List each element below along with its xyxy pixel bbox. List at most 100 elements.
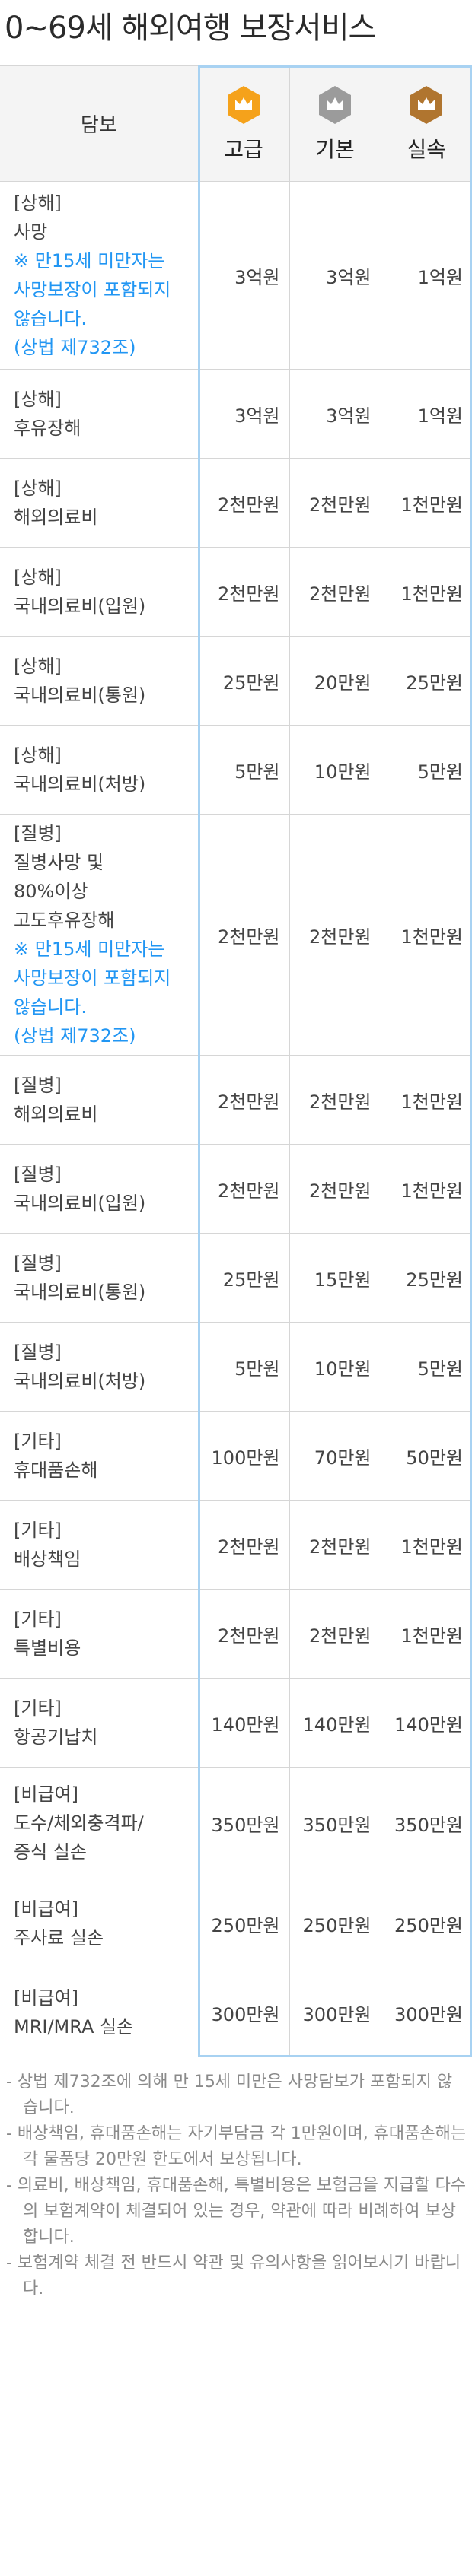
coverage-label-cell: [질병] 국내의료비(처방) bbox=[0, 1322, 198, 1412]
coverage-label-cell: [기타] 휴대품손해 bbox=[0, 1411, 198, 1501]
coverage-category: [비급여] bbox=[14, 1898, 78, 1920]
coverage-label-cell: [비급여] 도수/체외충격파/증식 실손 bbox=[0, 1767, 198, 1879]
coverage-category: [질병] bbox=[14, 823, 62, 844]
coverage-label-cell: [질병] 질병사망 및 80%이상 고도후유장해 ※ 만15세 미만자는 사망보장이 포함… bbox=[0, 814, 198, 1056]
coverage-amount-cell: 5만원 bbox=[380, 725, 472, 815]
table-row: [기타] 휴대품손해 100만원 70만원 50만원 bbox=[0, 1411, 472, 1501]
footnote-item: - 배상책임, 휴대품손해는 자기부담금 각 1만원이며, 휴대품손해는 각 물… bbox=[6, 2124, 467, 2169]
coverage-table-container: 담보 고급 기본 bbox=[0, 65, 472, 2057]
coverage-name: 국내의료비(통원) bbox=[14, 1282, 146, 1303]
table-row: [질병] 국내의료비(통원) 25만원 15만원 25만원 bbox=[0, 1233, 472, 1323]
coverage-label-cell: [질병] 해외의료비 bbox=[0, 1055, 198, 1145]
coverage-label-cell: [비급여] MRI/MRA 실손 bbox=[0, 1968, 198, 2057]
coverage-category: [기타] bbox=[14, 1520, 62, 1541]
table-row: [상해] 국내의료비(통원) 25만원 20만원 25만원 bbox=[0, 636, 472, 726]
coverage-name: 국내의료비(입원) bbox=[14, 596, 146, 617]
coverage-amount-cell: 1천만원 bbox=[380, 1055, 472, 1145]
coverage-amount-cell: 2천만원 bbox=[197, 1144, 289, 1234]
coverage-category: [상해] bbox=[14, 656, 62, 677]
coverage-amount-cell: 3억원 bbox=[197, 181, 289, 370]
coverage-name: MRI/MRA 실손 bbox=[14, 2016, 134, 2038]
plan-header-premium: 고급 bbox=[197, 65, 289, 182]
coverage-amount-cell: 1천만원 bbox=[380, 814, 472, 1056]
coverage-category: [비급여] bbox=[14, 1987, 78, 2009]
coverage-label-cell: [기타] 항공기납치 bbox=[0, 1678, 198, 1768]
table-row: [질병] 국내의료비(입원) 2천만원 2천만원 1천만원 bbox=[0, 1144, 472, 1234]
footnotes: - 상법 제732조에 의해 만 15세 미만은 사망담보가 포함되지 않습니다… bbox=[6, 2069, 467, 2302]
coverage-name: 국내의료비(입원) bbox=[14, 1193, 146, 1214]
coverage-category: [질병] bbox=[14, 1164, 62, 1185]
coverage-label-cell: [상해] 해외의료비 bbox=[0, 458, 198, 548]
coverage-amount-cell: 15만원 bbox=[289, 1233, 381, 1323]
table-row: [기타] 배상책임 2천만원 2천만원 1천만원 bbox=[0, 1500, 472, 1590]
coverage-amount-cell: 1천만원 bbox=[380, 1500, 472, 1590]
coverage-name: 주사료 실손 bbox=[14, 1927, 104, 1949]
coverage-amount-cell: 70만원 bbox=[289, 1411, 381, 1501]
coverage-amount-cell: 2천만원 bbox=[197, 1589, 289, 1679]
coverage-name: 후유장해 bbox=[14, 418, 81, 439]
coverage-category: [질병] bbox=[14, 1075, 62, 1096]
coverage-label-cell: [상해] 국내의료비(입원) bbox=[0, 547, 198, 637]
table-row: [질병] 질병사망 및 80%이상 고도후유장해 ※ 만15세 미만자는 사망보장이 포함… bbox=[0, 814, 472, 1056]
coverage-name: 해외의료비 bbox=[14, 507, 98, 528]
coverage-amount-cell: 2천만원 bbox=[289, 814, 381, 1056]
plan-name: 실속 bbox=[407, 136, 447, 162]
coverage-name: 휴대품손해 bbox=[14, 1460, 98, 1481]
coverage-name: 질병사망 및 bbox=[14, 852, 104, 873]
coverage-label-cell: [기타] 특별비용 bbox=[0, 1589, 198, 1679]
table-row: [비급여] MRI/MRA 실손 300만원 300만원 300만원 bbox=[0, 1968, 472, 2057]
coverage-column-header: 담보 bbox=[0, 65, 198, 182]
coverage-label-cell: [기타] 배상책임 bbox=[0, 1500, 198, 1590]
table-row: [상해] 사망 ※ 만15세 미만자는 사망보장이 포함되지 않습니다. (상법 제732… bbox=[0, 181, 472, 370]
coverage-amount-cell: 1억원 bbox=[380, 181, 472, 370]
table-row: [상해] 국내의료비(처방) 5만원 10만원 5만원 bbox=[0, 725, 472, 815]
coverage-category: [상해] bbox=[14, 389, 62, 410]
table-row: [기타] 특별비용 2천만원 2천만원 1천만원 bbox=[0, 1589, 472, 1679]
coverage-amount-cell: 3억원 bbox=[289, 181, 381, 370]
crown-icon bbox=[410, 85, 443, 124]
coverage-name: 해외의료비 bbox=[14, 1104, 98, 1125]
coverage-amount-cell: 300만원 bbox=[380, 1968, 472, 2057]
coverage-label-cell: [질병] 국내의료비(통원) bbox=[0, 1233, 198, 1323]
coverage-name: 도수/체외충격파/ bbox=[14, 1812, 144, 1834]
coverage-amount-cell: 2천만원 bbox=[289, 458, 381, 548]
coverage-amount-cell: 300만원 bbox=[289, 1968, 381, 2057]
coverage-label-cell: [비급여] 주사료 실손 bbox=[0, 1879, 198, 1968]
coverage-category: [기타] bbox=[14, 1431, 62, 1452]
coverage-category: [비급여] bbox=[14, 1784, 78, 1805]
plan-header-basic: 실속 bbox=[380, 65, 472, 182]
coverage-amount-cell: 1천만원 bbox=[380, 458, 472, 548]
coverage-label-cell: [상해] 후유장해 bbox=[0, 369, 198, 459]
table-row: [상해] 국내의료비(입원) 2천만원 2천만원 1천만원 bbox=[0, 547, 472, 637]
coverage-amount-cell: 2천만원 bbox=[197, 814, 289, 1056]
coverage-table-body: [상해] 사망 ※ 만15세 미만자는 사망보장이 포함되지 않습니다. (상법 제732… bbox=[0, 181, 472, 2057]
coverage-amount-cell: 25만원 bbox=[380, 1233, 472, 1323]
coverage-amount-cell: 2천만원 bbox=[289, 1589, 381, 1679]
coverage-amount-cell: 140만원 bbox=[289, 1678, 381, 1768]
coverage-amount-cell: 2천만원 bbox=[197, 1055, 289, 1145]
coverage-amount-cell: 3억원 bbox=[197, 369, 289, 459]
plan-name: 고급 bbox=[224, 136, 263, 162]
coverage-label-cell: [상해] 사망 ※ 만15세 미만자는 사망보장이 포함되지 않습니다. (상법 제732… bbox=[0, 181, 198, 370]
coverage-label-cell: [상해] 국내의료비(통원) bbox=[0, 636, 198, 726]
page-title: 0~69세 해외여행 보장서비스 bbox=[5, 11, 376, 46]
coverage-name: 고도후유장해 bbox=[14, 910, 115, 931]
table-row: [비급여] 도수/체외충격파/증식 실손 350만원 350만원 350만원 bbox=[0, 1767, 472, 1879]
coverage-amount-cell: 250만원 bbox=[289, 1879, 381, 1968]
coverage-amount-cell: 2천만원 bbox=[197, 547, 289, 637]
coverage-name: 항공기납치 bbox=[14, 1726, 98, 1748]
table-row: [질병] 해외의료비 2천만원 2천만원 1천만원 bbox=[0, 1055, 472, 1145]
coverage-category: [질병] bbox=[14, 1253, 62, 1274]
footnote-item: - 의료비, 배상책임, 휴대품손해, 특별비용은 보험금을 지급할 다수의 보… bbox=[6, 2176, 467, 2247]
coverage-amount-cell: 5만원 bbox=[380, 1322, 472, 1412]
coverage-note: ※ 만15세 미만자는 bbox=[14, 250, 165, 272]
table-row: [비급여] 주사료 실손 250만원 250만원 250만원 bbox=[0, 1879, 472, 1968]
coverage-note: (상법 제732조) bbox=[14, 337, 136, 358]
coverage-category: [상해] bbox=[14, 478, 62, 499]
coverage-table: 담보 고급 기본 bbox=[0, 65, 472, 2057]
coverage-label-cell: [상해] 국내의료비(처방) bbox=[0, 725, 198, 815]
coverage-category: [기타] bbox=[14, 1609, 62, 1630]
coverage-amount-cell: 25만원 bbox=[197, 1233, 289, 1323]
coverage-name: 80%이상 bbox=[14, 881, 88, 902]
table-header-row: 담보 고급 기본 bbox=[0, 65, 472, 182]
